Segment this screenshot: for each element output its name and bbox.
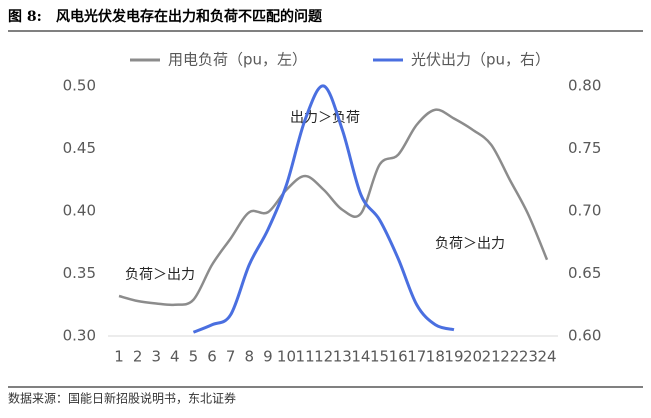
source: 数据来源：国能日新招股说明书，东北证券 bbox=[8, 391, 236, 406]
x-tick-label: 13 bbox=[333, 348, 352, 366]
y-tick-label: 0.35 bbox=[63, 264, 96, 282]
x-tick-label: 3 bbox=[151, 348, 161, 366]
x-tick-label: 2 bbox=[133, 348, 143, 366]
x-tick-label: 14 bbox=[351, 348, 370, 366]
x-tick-label: 6 bbox=[207, 348, 217, 366]
y2-tick-label: 0.75 bbox=[568, 139, 601, 157]
x-tick-label: 21 bbox=[482, 348, 501, 366]
x-tick-label: 22 bbox=[500, 348, 519, 366]
y-tick-label: 0.50 bbox=[63, 77, 96, 95]
y2-tick-label: 0.60 bbox=[568, 327, 601, 345]
series-line bbox=[118, 108, 549, 307]
y-tick-label: 0.45 bbox=[63, 139, 96, 157]
x-tick-label: 23 bbox=[519, 348, 538, 366]
chart-title: 风电光伏发电存在出力和负荷不匹配的问题 bbox=[56, 8, 323, 25]
x-tick-label: 18 bbox=[426, 348, 445, 366]
x-tick-label: 16 bbox=[389, 348, 408, 366]
y2-tick-label: 0.70 bbox=[568, 202, 601, 220]
annotation: 负荷＞出力 bbox=[125, 267, 195, 283]
x-tick-label: 10 bbox=[277, 348, 296, 366]
x-tick-label: 5 bbox=[189, 348, 199, 366]
x-tick-label: 11 bbox=[296, 348, 315, 366]
y-tick-label: 0.30 bbox=[63, 327, 96, 345]
x-tick-label: 12 bbox=[314, 348, 333, 366]
y2-tick-label: 0.80 bbox=[568, 77, 601, 95]
legend-label: 用电负荷（pu，左） bbox=[168, 51, 307, 69]
annotation: 负荷＞出力 bbox=[435, 236, 505, 252]
x-tick-label: 20 bbox=[463, 348, 482, 366]
x-tick-label: 19 bbox=[444, 348, 463, 366]
series-line bbox=[192, 84, 455, 334]
x-tick-label: 7 bbox=[226, 348, 236, 366]
figure-label: 图 8: bbox=[8, 9, 42, 25]
y2-tick-label: 0.65 bbox=[568, 264, 601, 282]
annotation: 出力＞负荷 bbox=[290, 110, 360, 126]
x-tick-label: 15 bbox=[370, 348, 389, 366]
x-tick-label: 9 bbox=[263, 348, 273, 366]
x-tick-label: 1 bbox=[114, 348, 124, 366]
legend-label: 光伏出力（pu，右） bbox=[411, 51, 550, 69]
y-tick-label: 0.40 bbox=[63, 202, 96, 220]
x-tick-label: 17 bbox=[407, 348, 426, 366]
x-tick-label: 24 bbox=[537, 348, 556, 366]
x-tick-label: 4 bbox=[170, 348, 180, 366]
x-tick-label: 8 bbox=[244, 348, 254, 366]
